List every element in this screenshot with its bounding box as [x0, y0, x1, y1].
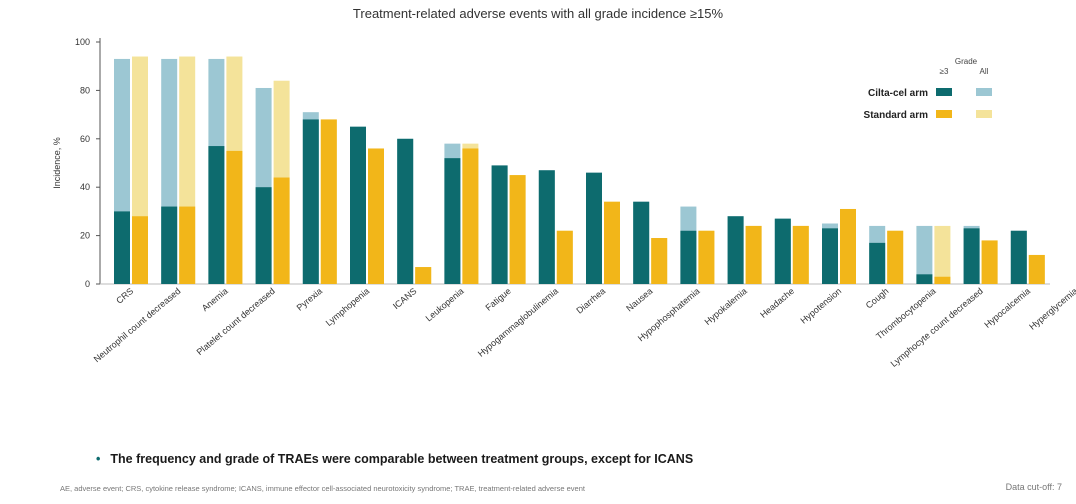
- x-category-label: ICANS: [391, 286, 419, 311]
- chart-title: Treatment-related adverse events with al…: [352, 6, 724, 21]
- y-tick-label: 20: [80, 231, 90, 241]
- bar-standard-grade3: [840, 208, 856, 284]
- x-category-label: Hypotension: [799, 286, 844, 326]
- bar-cilta-grade3: [491, 165, 508, 284]
- legend-column-label: All: [980, 67, 989, 76]
- bar-cilta-grade3: [350, 126, 366, 284]
- x-category-label: Neutrophil count decreased: [92, 286, 183, 364]
- bar-cilta-all: [916, 225, 933, 284]
- bar-standard-all: [934, 225, 951, 284]
- bar-standard-grade3: [368, 148, 384, 284]
- legend-column-label: ≥3: [940, 67, 949, 76]
- bar-standard-grade3: [556, 230, 573, 284]
- bar-cilta-grade3: [586, 172, 602, 284]
- bar-cilta-grade3: [114, 211, 130, 284]
- legend-header: Grade: [955, 57, 978, 66]
- bar-cilta-grade3: [161, 206, 178, 284]
- bar-standard-grade3: [1028, 254, 1045, 284]
- legend-swatch: [976, 88, 992, 96]
- bar-cilta-grade3: [633, 201, 650, 284]
- bar-standard-grade3: [509, 175, 526, 284]
- bar-standard-grade3: [651, 238, 668, 284]
- bar-standard-grade3: [934, 276, 951, 284]
- bar-standard-grade3: [320, 119, 337, 284]
- bar-standard-grade3: [698, 230, 715, 284]
- x-category-label: Nausea: [624, 286, 654, 314]
- y-tick-label: 80: [80, 85, 90, 95]
- x-category-label: Hypogammaglobulinemia: [476, 286, 560, 359]
- bar-cilta-grade3: [1010, 230, 1027, 284]
- legend-series-label: Cilta-cel arm: [868, 88, 928, 99]
- bar-cilta-grade3: [727, 216, 744, 284]
- x-category-label: Headache: [758, 286, 796, 320]
- slide-number: Data cut-off: 7: [1005, 482, 1062, 492]
- y-tick-label: 100: [75, 37, 90, 47]
- x-category-label: Cough: [864, 286, 891, 311]
- legend-swatch: [936, 88, 952, 96]
- footnote: AE, adverse event; CRS, cytokine release…: [60, 484, 585, 493]
- x-category-label: Pyrexia: [295, 286, 324, 313]
- bar-standard-grade3: [462, 148, 479, 284]
- bar-cilta-grade3: [963, 228, 980, 284]
- x-category-label: Leukopenia: [424, 286, 466, 324]
- bar-cilta-grade3: [302, 119, 319, 284]
- bar-cilta-grade3: [208, 146, 225, 284]
- bar-cilta-grade3: [538, 170, 555, 284]
- x-category-label: Hyperglycemia: [1027, 286, 1076, 332]
- x-category-label: Diarrhea: [574, 286, 607, 316]
- legend-series-label: Standard arm: [864, 110, 929, 121]
- bar-cilta-grade3: [916, 274, 933, 284]
- x-category-label: Anemia: [200, 286, 230, 313]
- bar-standard-grade3: [226, 150, 243, 284]
- x-category-label: Hypokalemia: [703, 286, 749, 327]
- y-tick-label: 0: [85, 279, 90, 289]
- bar-standard-grade3: [273, 177, 290, 284]
- x-category-label: Lymphopenia: [324, 286, 372, 328]
- bar-standard-grade3: [604, 201, 620, 284]
- bar-standard-grade3: [132, 216, 148, 284]
- key-finding-bullet: • The frequency and grade of TRAEs were c…: [96, 452, 693, 466]
- y-axis-label: Incidence, %: [52, 137, 62, 189]
- bullet-dot: •: [96, 452, 101, 466]
- bar-cilta-grade3: [397, 138, 414, 284]
- bar-cilta-grade3: [255, 187, 272, 284]
- bar-cilta-grade3: [822, 228, 838, 284]
- bar-cilta-grade3: [680, 230, 697, 284]
- legend-swatch: [976, 110, 992, 118]
- bar-standard-grade3: [887, 230, 904, 284]
- bar-standard-grade3: [981, 240, 998, 284]
- legend-swatch: [936, 110, 952, 118]
- x-category-label: Fatigue: [483, 286, 512, 313]
- bar-cilta-grade3: [869, 242, 886, 284]
- bar-standard-grade3: [792, 225, 809, 284]
- bar-cilta-grade3: [444, 158, 461, 284]
- y-tick-label: 60: [80, 134, 90, 144]
- x-category-label: Lymphocyte count decreased: [889, 286, 985, 369]
- y-tick-label: 40: [80, 182, 90, 192]
- bar-standard-grade3: [415, 267, 432, 284]
- x-category-label: Hypocalcemia: [982, 286, 1032, 330]
- bullet-text: The frequency and grade of TRAEs were co…: [110, 452, 694, 466]
- bar-standard-grade3: [745, 225, 762, 284]
- bar-standard-grade3: [179, 206, 196, 284]
- bar-cilta-grade3: [774, 218, 791, 284]
- x-category-label: CRS: [114, 286, 135, 306]
- x-category-label: Platelet count decreased: [195, 286, 277, 357]
